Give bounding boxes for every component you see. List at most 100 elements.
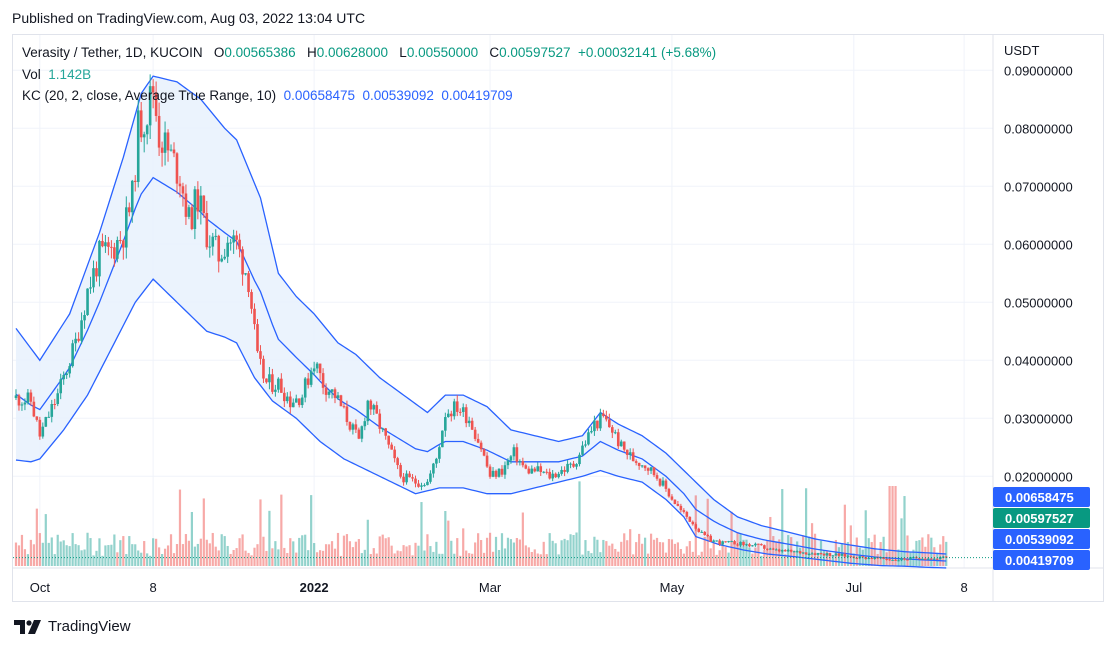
volume-bar — [178, 489, 182, 566]
candle-body — [83, 315, 86, 321]
volume-bar — [575, 532, 578, 566]
candle-body — [142, 134, 146, 138]
candle-body — [360, 426, 364, 439]
x-tick-label: Jul — [845, 580, 862, 595]
candle-body — [476, 438, 480, 443]
volume-bar — [169, 534, 173, 566]
volume-bar — [482, 552, 486, 566]
candle-body — [238, 239, 241, 250]
volume-bar — [438, 553, 441, 566]
volume-bar — [453, 553, 456, 566]
candle-body — [938, 557, 942, 560]
keltner-upper-line — [15, 75, 947, 555]
volume-bar — [480, 540, 483, 566]
candle-body — [193, 189, 197, 230]
candle-body — [342, 406, 346, 408]
candle-body — [772, 548, 775, 550]
volume-bar — [351, 547, 355, 566]
volume-bar — [146, 553, 149, 566]
volume-bar — [703, 537, 706, 566]
candle-body — [587, 432, 590, 445]
candle-body — [655, 475, 659, 479]
volume-bar — [822, 550, 826, 566]
volume-bar — [274, 541, 277, 566]
candle-body — [739, 541, 742, 546]
candle-body — [554, 473, 557, 478]
candle-body — [867, 558, 871, 560]
candle-body — [769, 548, 772, 550]
volume-bar — [321, 550, 325, 566]
volume-bar — [471, 553, 474, 566]
candle-body — [783, 550, 787, 552]
change-value: +0.00032141 (+5.68%) — [578, 45, 717, 60]
volume-bar — [730, 511, 733, 566]
candle-body — [190, 207, 194, 230]
volume-bar — [900, 518, 903, 566]
candle-body — [590, 431, 593, 433]
candle-body — [792, 551, 796, 553]
candle-body — [766, 548, 769, 550]
volume-bar — [95, 550, 98, 566]
candle-body — [169, 149, 173, 151]
volume-legend[interactable]: Vol 1.142B — [22, 67, 91, 82]
chart-frame[interactable] — [12, 34, 1104, 602]
candle-body — [742, 541, 745, 545]
volume-bar — [805, 488, 808, 566]
volume-bar — [646, 553, 650, 566]
candle-body — [685, 511, 689, 517]
volume-bar — [29, 539, 32, 566]
volume-bar — [641, 543, 644, 566]
volume-bar — [509, 539, 513, 566]
candle-body — [557, 473, 560, 478]
volume-bar — [500, 533, 504, 566]
x-tick-label: May — [660, 580, 685, 595]
volume-bar — [53, 554, 56, 566]
candle-body — [393, 449, 396, 459]
keltner-legend[interactable]: KC (20, 2, close, Average True Range, 10… — [22, 88, 513, 103]
volume-bar — [441, 553, 444, 566]
volume-bar — [333, 548, 337, 566]
candle-body — [294, 398, 298, 403]
candle-body — [136, 110, 140, 182]
volume-bar — [474, 542, 477, 566]
footer-brand[interactable]: TradingView — [14, 618, 131, 635]
volume-bar — [152, 538, 155, 566]
volume-bar — [107, 545, 110, 566]
volume-bar — [605, 541, 608, 566]
candle-body — [271, 374, 274, 392]
volume-bar — [781, 489, 784, 566]
symbol-legend[interactable]: Verasity / Tether, 1D, KUCOIN O0.0056538… — [22, 45, 716, 60]
candle-body — [909, 557, 912, 560]
volume-bar — [262, 536, 265, 566]
candle-body — [50, 403, 54, 417]
volume-bar — [670, 539, 674, 566]
candle-body — [676, 503, 680, 506]
volume-bar — [414, 542, 417, 566]
y-tick-label: 0.05000000 — [1004, 295, 1073, 310]
candle-body — [202, 195, 206, 214]
y-tick-label: 0.02000000 — [1004, 469, 1073, 484]
volume-bar — [673, 543, 677, 566]
volume-bar — [336, 532, 340, 566]
volume-bar — [524, 545, 527, 566]
candle-body — [816, 553, 820, 555]
symbol-title[interactable]: Verasity / Tether, 1D, KUCOIN — [22, 45, 203, 60]
candle-body — [924, 558, 927, 560]
volume-bar — [506, 537, 510, 566]
candle-body — [408, 473, 411, 478]
volume-bar — [205, 539, 208, 566]
y-tick-label: 0.09000000 — [1004, 63, 1073, 78]
price-tag-label: 0.00419709 — [1005, 553, 1074, 568]
candle-body — [611, 427, 614, 433]
volume-bar — [649, 533, 653, 566]
volume-bar — [316, 552, 319, 566]
volume-bar — [593, 536, 596, 566]
candle-body — [643, 465, 647, 469]
candle-body — [563, 469, 566, 472]
candle-body — [288, 396, 292, 408]
volume-bar — [488, 532, 492, 566]
candle-body — [527, 468, 531, 474]
price-tag-price — [993, 508, 1090, 528]
candle-body — [581, 445, 584, 455]
